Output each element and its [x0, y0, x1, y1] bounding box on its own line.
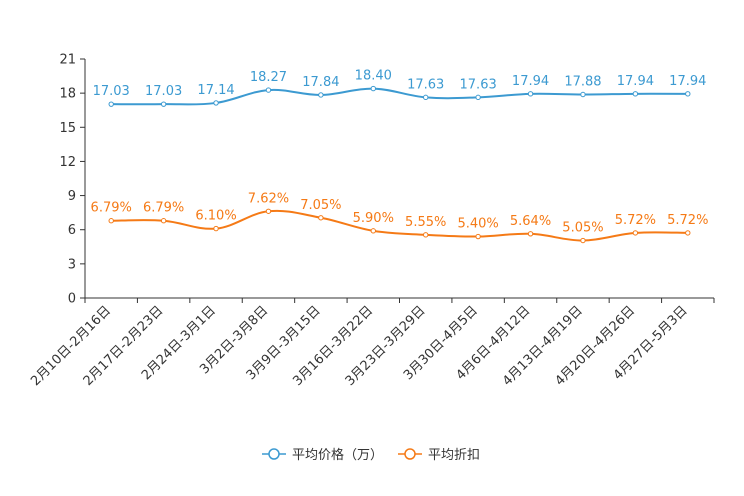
data-label: 5.55% [405, 215, 446, 230]
y-tick-label: 15 [59, 121, 76, 136]
data-point[interactable] [213, 100, 219, 106]
data-point[interactable] [265, 208, 272, 214]
data-label: 17.03 [93, 84, 130, 99]
data-label: 7.62% [248, 191, 289, 206]
data-label: 17.63 [460, 77, 497, 92]
y-tick-label: 12 [59, 155, 76, 170]
data-label: 6.79% [91, 201, 132, 216]
legend-marker-icon [404, 448, 416, 460]
data-label: 18.40 [355, 69, 392, 84]
legend-item-avg-discount[interactable]: 平均折扣 [398, 448, 480, 463]
data-label: 17.84 [302, 75, 339, 90]
data-point[interactable] [580, 91, 586, 98]
data-point[interactable] [108, 101, 114, 107]
data-point[interactable] [160, 101, 167, 107]
data-point[interactable] [475, 94, 481, 101]
data-label: 5.05% [562, 221, 603, 236]
data-point[interactable] [370, 228, 376, 234]
y-tick-label: 21 [59, 53, 76, 68]
chart-legend[interactable]: 平均价格（万） 平均折扣 [262, 447, 480, 463]
data-point[interactable] [265, 87, 272, 93]
data-label: 17.94 [669, 74, 706, 89]
series-line [111, 87, 688, 106]
y-tick-label: 9 [68, 189, 76, 204]
data-label: 17.63 [407, 77, 444, 92]
data-label: 17.88 [564, 75, 601, 90]
data-label: 6.79% [143, 201, 184, 216]
data-label: 5.64% [510, 214, 551, 229]
y-tick-label: 0 [68, 292, 76, 307]
data-label: 5.72% [667, 213, 708, 228]
legend-item-avg-price[interactable]: 平均价格（万） [262, 447, 383, 463]
data-point[interactable] [108, 218, 114, 224]
legend-label: 平均价格（万） [292, 447, 383, 463]
data-point[interactable] [475, 233, 481, 240]
data-label: 17.94 [512, 74, 549, 89]
data-label: 5.40% [457, 217, 498, 232]
legend-marker-icon [268, 448, 280, 460]
data-label: 18.27 [250, 70, 287, 85]
series-avg-price: 17.03 17.03 17.14 18.27 17.84 18.40 17.63 17.63… [93, 69, 706, 107]
series-avg-discount: 6.79% 6.79% 6.10% 7.62% 7.05% 5.90% 5.55% 5.40%… [91, 191, 708, 244]
data-point[interactable] [527, 231, 534, 237]
y-tick-label: 6 [68, 223, 76, 238]
data-point[interactable] [685, 91, 691, 97]
data-point[interactable] [685, 230, 691, 236]
data-point[interactable] [632, 230, 639, 236]
data-point[interactable] [318, 92, 324, 98]
y-tick-label: 3 [68, 257, 76, 272]
data-point[interactable] [318, 215, 324, 221]
data-point[interactable] [632, 91, 639, 97]
data-point[interactable] [580, 237, 586, 244]
data-point[interactable] [423, 232, 429, 238]
series-line [111, 209, 688, 242]
data-label: 17.03 [145, 84, 182, 99]
data-point[interactable] [160, 218, 167, 224]
data-label: 7.05% [300, 198, 341, 213]
legend-label: 平均折扣 [428, 448, 480, 463]
chart-series: 17.03 17.03 17.14 18.27 17.84 18.40 17.63 17.63… [91, 69, 708, 244]
data-label: 17.14 [197, 83, 234, 98]
y-tick-label: 18 [59, 87, 76, 102]
data-label: 6.10% [195, 209, 236, 224]
data-label: 17.94 [617, 74, 654, 89]
data-point[interactable] [213, 225, 219, 232]
data-label: 5.90% [353, 211, 394, 226]
data-point[interactable] [527, 91, 534, 97]
data-label: 5.72% [615, 213, 656, 228]
data-point[interactable] [423, 94, 429, 101]
data-point[interactable] [370, 85, 376, 92]
